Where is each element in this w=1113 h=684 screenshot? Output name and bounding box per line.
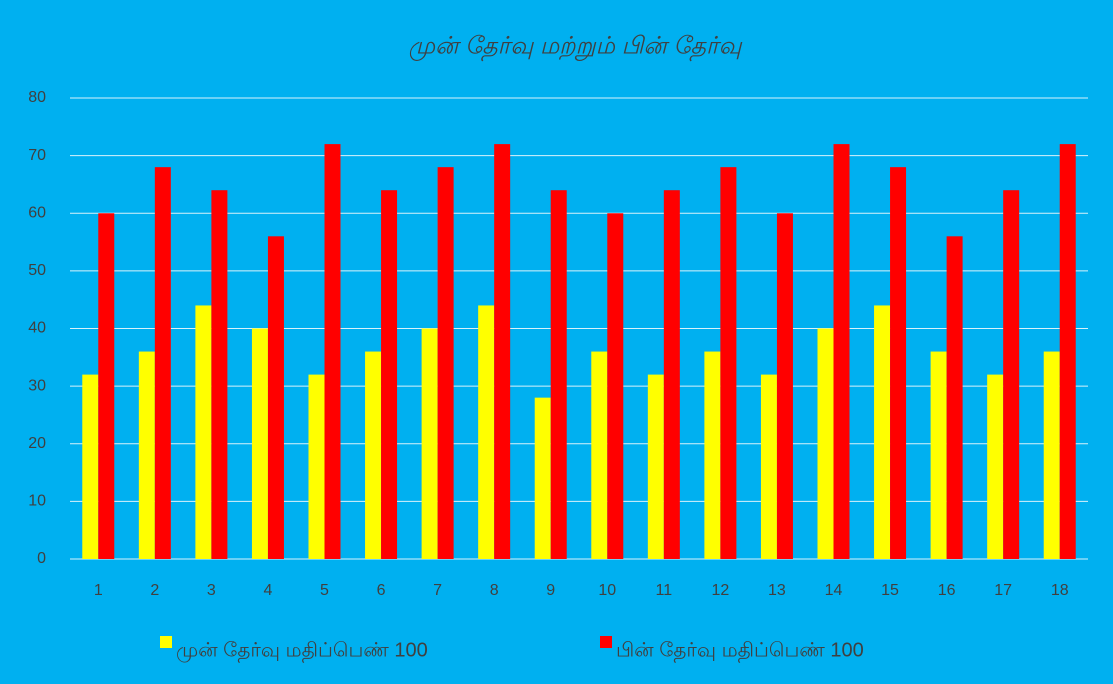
x-tick-label: 16 — [938, 582, 956, 599]
x-tick-label: 11 — [656, 582, 673, 599]
bar — [534, 397, 551, 559]
x-tick-label: 14 — [825, 582, 843, 599]
y-tick-label: 70 — [28, 147, 46, 164]
chart-title: முன் தேர்வு மற்றும் பின் தேர்வு — [408, 32, 742, 61]
bar — [663, 190, 680, 559]
bar — [98, 213, 115, 559]
bar — [211, 190, 228, 559]
y-tick-label: 80 — [28, 89, 46, 106]
y-tick-label: 30 — [28, 377, 46, 394]
bar — [437, 167, 454, 559]
x-tick-label: 10 — [598, 582, 616, 599]
bar — [647, 374, 664, 559]
bar — [381, 190, 398, 559]
bar — [324, 144, 341, 559]
x-tick-label: 2 — [150, 582, 159, 599]
legend-label: பின் தேர்வு மதிப்பெண் 100 — [616, 639, 864, 662]
bar — [987, 374, 1004, 559]
x-tick-label: 13 — [768, 582, 786, 599]
bar — [267, 236, 284, 560]
bar — [365, 351, 382, 559]
x-tick-label: 1 — [94, 582, 103, 599]
x-tick-label: 3 — [207, 582, 216, 599]
x-tick-label: 5 — [320, 582, 329, 599]
y-tick-label: 60 — [28, 204, 46, 221]
bar — [138, 351, 155, 559]
bar — [946, 236, 963, 560]
bar — [195, 305, 212, 559]
legend-swatch — [600, 636, 612, 648]
bar — [720, 167, 737, 559]
bar — [704, 351, 721, 559]
bar — [494, 144, 511, 559]
x-tick-label: 17 — [994, 582, 1012, 599]
legend-swatch — [160, 636, 172, 648]
bar — [817, 328, 834, 559]
bar — [874, 305, 891, 559]
bar — [930, 351, 947, 559]
legend-label: முன் தேர்வு மதிப்பெண் 100 — [176, 639, 428, 662]
bar — [591, 351, 608, 559]
x-tick-label: 7 — [433, 582, 442, 599]
x-tick-label: 8 — [490, 582, 499, 599]
bar — [251, 328, 268, 559]
bar — [1043, 351, 1060, 559]
bar — [776, 213, 793, 559]
x-tick-label: 12 — [711, 582, 729, 599]
x-tick-label: 18 — [1051, 582, 1069, 599]
bar — [550, 190, 567, 559]
bar — [890, 167, 907, 559]
bar — [607, 213, 624, 559]
bar — [308, 374, 325, 559]
y-tick-label: 40 — [28, 320, 46, 337]
bar — [1003, 190, 1020, 559]
y-tick-label: 0 — [37, 550, 46, 567]
bar — [82, 374, 99, 559]
y-tick-label: 10 — [28, 493, 46, 510]
bar — [833, 144, 850, 559]
x-tick-label: 9 — [546, 582, 555, 599]
y-tick-label: 20 — [28, 435, 46, 452]
y-tick-label: 50 — [28, 262, 46, 279]
bar — [421, 328, 438, 559]
bar — [478, 305, 495, 559]
x-tick-label: 15 — [881, 582, 899, 599]
bar — [154, 167, 171, 559]
x-tick-label: 4 — [263, 582, 272, 599]
x-tick-label: 6 — [377, 582, 386, 599]
bar — [760, 374, 777, 559]
bar — [1059, 144, 1076, 559]
